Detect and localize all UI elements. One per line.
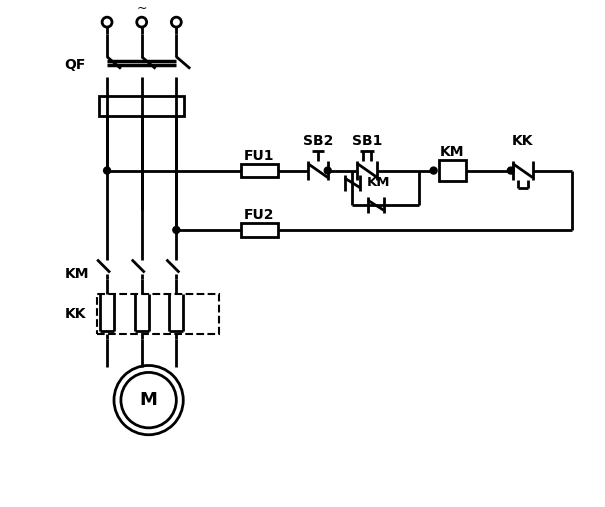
Bar (241, 223, 278, 237)
Bar (97, 294, 219, 334)
Text: FU1: FU1 (244, 149, 275, 163)
Bar (241, 164, 278, 177)
Text: FU2: FU2 (244, 208, 275, 222)
Text: KK: KK (512, 134, 534, 148)
Circle shape (508, 167, 514, 174)
Bar (439, 160, 466, 182)
Text: SB1: SB1 (352, 134, 382, 148)
Text: KK: KK (65, 307, 86, 321)
Circle shape (173, 227, 180, 233)
Bar (99, 96, 185, 116)
Text: KM: KM (366, 176, 390, 190)
Text: KM: KM (440, 145, 465, 159)
Circle shape (103, 167, 111, 174)
Circle shape (430, 167, 437, 174)
Text: M: M (140, 391, 157, 409)
Text: KM: KM (65, 268, 89, 281)
Text: ~: ~ (137, 2, 147, 15)
Text: SB2: SB2 (302, 134, 333, 148)
Circle shape (324, 167, 331, 174)
Text: QF: QF (65, 58, 86, 72)
